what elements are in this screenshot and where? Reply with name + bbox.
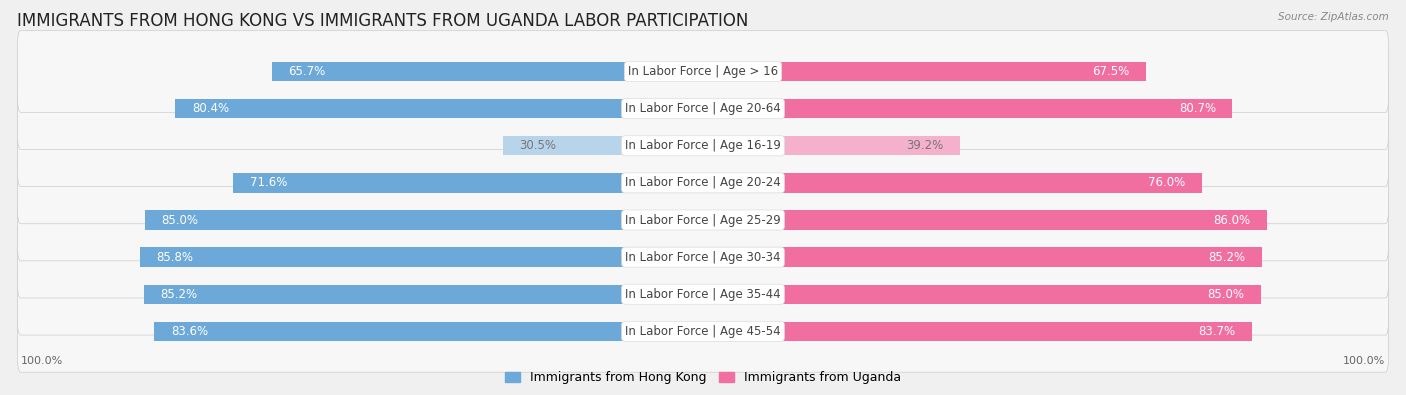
Text: IMMIGRANTS FROM HONG KONG VS IMMIGRANTS FROM UGANDA LABOR PARTICIPATION: IMMIGRANTS FROM HONG KONG VS IMMIGRANTS … [17, 12, 748, 30]
Text: 85.2%: 85.2% [160, 288, 197, 301]
Bar [703, 136, 960, 155]
Text: In Labor Force | Age 20-24: In Labor Force | Age 20-24 [626, 177, 780, 189]
Bar [703, 285, 1261, 304]
FancyBboxPatch shape [17, 31, 1389, 112]
Text: 85.0%: 85.0% [162, 214, 198, 226]
Bar [233, 173, 703, 192]
Bar [703, 248, 1263, 267]
Text: 71.6%: 71.6% [250, 177, 287, 189]
Text: 80.7%: 80.7% [1180, 102, 1216, 115]
FancyBboxPatch shape [17, 291, 1389, 372]
FancyBboxPatch shape [17, 68, 1389, 149]
FancyBboxPatch shape [17, 105, 1389, 186]
Bar [703, 62, 1146, 81]
Text: 86.0%: 86.0% [1213, 214, 1251, 226]
Bar [271, 62, 703, 81]
Text: 85.2%: 85.2% [1209, 251, 1246, 263]
Text: 100.0%: 100.0% [1343, 356, 1385, 365]
Bar [703, 322, 1253, 341]
Text: 83.7%: 83.7% [1199, 325, 1236, 338]
Text: Source: ZipAtlas.com: Source: ZipAtlas.com [1278, 12, 1389, 22]
Text: In Labor Force | Age 45-54: In Labor Force | Age 45-54 [626, 325, 780, 338]
Text: 83.6%: 83.6% [172, 325, 208, 338]
Text: 100.0%: 100.0% [21, 356, 63, 365]
Bar [145, 211, 703, 229]
Text: 65.7%: 65.7% [288, 65, 326, 78]
Text: 76.0%: 76.0% [1149, 177, 1185, 189]
Text: 67.5%: 67.5% [1092, 65, 1129, 78]
FancyBboxPatch shape [17, 216, 1389, 298]
Legend: Immigrants from Hong Kong, Immigrants from Uganda: Immigrants from Hong Kong, Immigrants fr… [501, 366, 905, 389]
Text: 39.2%: 39.2% [907, 139, 943, 152]
Text: 80.4%: 80.4% [191, 102, 229, 115]
Text: 30.5%: 30.5% [519, 139, 557, 152]
FancyBboxPatch shape [17, 179, 1389, 261]
Text: In Labor Force | Age 16-19: In Labor Force | Age 16-19 [626, 139, 780, 152]
Text: In Labor Force | Age 35-44: In Labor Force | Age 35-44 [626, 288, 780, 301]
Bar [703, 99, 1233, 118]
Bar [703, 211, 1267, 229]
FancyBboxPatch shape [17, 254, 1389, 335]
Text: In Labor Force | Age 30-34: In Labor Force | Age 30-34 [626, 251, 780, 263]
Bar [143, 285, 703, 304]
Bar [141, 248, 703, 267]
Bar [503, 136, 703, 155]
Bar [703, 173, 1202, 192]
Bar [155, 322, 703, 341]
Bar [176, 99, 703, 118]
FancyBboxPatch shape [17, 142, 1389, 224]
Text: In Labor Force | Age 25-29: In Labor Force | Age 25-29 [626, 214, 780, 226]
Text: In Labor Force | Age 20-64: In Labor Force | Age 20-64 [626, 102, 780, 115]
Text: In Labor Force | Age > 16: In Labor Force | Age > 16 [628, 65, 778, 78]
Text: 85.8%: 85.8% [156, 251, 194, 263]
Text: 85.0%: 85.0% [1208, 288, 1244, 301]
